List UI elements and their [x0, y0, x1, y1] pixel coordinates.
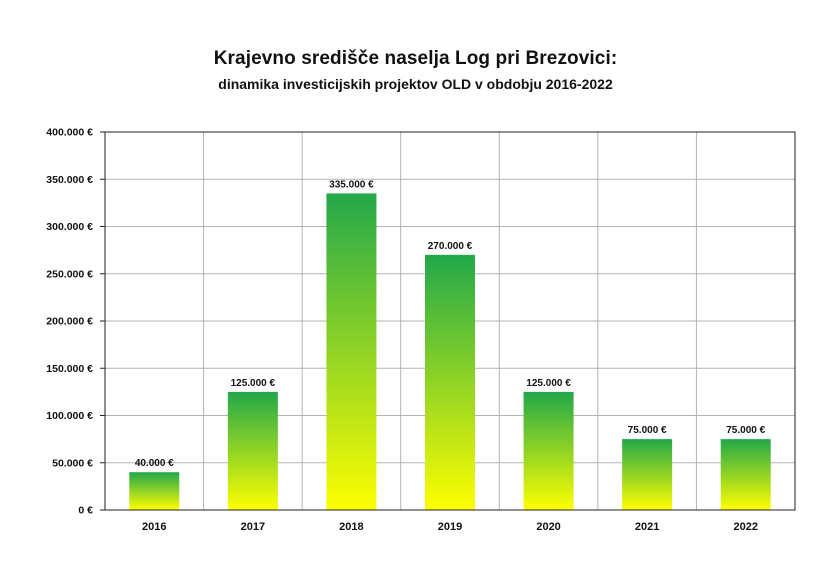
bar-2017: [227, 391, 278, 510]
bar-2022: [720, 439, 771, 510]
bar-2018: [326, 193, 377, 511]
y-tick-label: 0 €: [78, 505, 93, 517]
bars: [129, 193, 771, 511]
x-tick-label-2022: 2022: [733, 521, 757, 533]
y-tick-label: 200.000 €: [46, 316, 93, 328]
x-tick-label-2017: 2017: [241, 521, 265, 533]
chart-title: Krajevno središče naselja Log pri Brezov…: [213, 48, 618, 69]
y-tick-label: 100.000 €: [46, 410, 93, 422]
x-tick-label-2020: 2020: [536, 521, 560, 533]
bar-2016: [129, 472, 180, 510]
data-label-2019: 270.000 €: [428, 241, 473, 252]
data-label-2021: 75.000 €: [628, 425, 667, 436]
x-tick-label-2016: 2016: [142, 521, 166, 533]
y-tick-label: 50.000 €: [52, 457, 93, 469]
y-tick-label: 250.000 €: [46, 268, 93, 280]
y-tick-label: 350.000 €: [46, 174, 93, 186]
data-label-2017: 125.000 €: [231, 378, 276, 389]
x-tick-label-2019: 2019: [438, 521, 462, 533]
data-label-2018: 335.000 €: [329, 179, 374, 190]
bar-2021: [622, 439, 673, 510]
labels: 0 € 50.000 € 100.000 € 150.000 € 200.000 € 25…: [46, 127, 765, 534]
axes: [100, 131, 796, 511]
data-label-2016: 40.000 €: [135, 458, 174, 469]
x-tick-label-2021: 2021: [635, 521, 659, 533]
chart-subtitle: dinamika investicijskih projektov OLD v …: [218, 76, 613, 92]
title-block: Krajevno središče naselja Log pri Brezov…: [0, 48, 831, 92]
bar-2020: [523, 391, 574, 510]
data-label-2022: 75.000 €: [726, 425, 765, 436]
bar-2019: [425, 254, 475, 510]
y-tick-label: 400.000 €: [46, 127, 93, 139]
y-tick-label: 300.000 €: [46, 221, 93, 233]
y-tick-label: 150.000 €: [46, 363, 93, 375]
plot-frame: [104, 131, 796, 511]
data-label-2020: 125.000 €: [526, 378, 571, 389]
x-tick-label-2018: 2018: [339, 521, 363, 533]
grid-lines: [105, 132, 795, 510]
